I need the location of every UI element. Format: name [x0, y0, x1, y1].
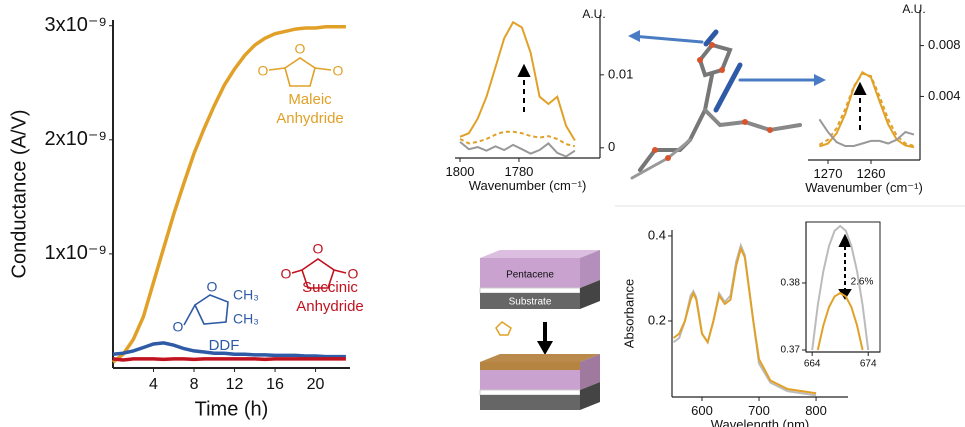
series-line [674, 245, 817, 395]
series-line [674, 249, 817, 394]
y-tick-label: 0 [608, 139, 615, 154]
y-tick-label: 0.2 [648, 312, 666, 327]
y-axis-title: A.U. [582, 7, 605, 21]
y-tick-label: 0.004 [928, 88, 961, 103]
x-tick-label: 4 [149, 376, 158, 393]
x-tick-label: 1780 [504, 164, 533, 179]
x-tick-label: 1800 [446, 164, 475, 179]
y-tick-label: 2x10⁻⁹ [45, 128, 108, 150]
x-axis-title: Wavenumber (cm⁻¹) [469, 178, 587, 193]
y-tick-label: 0.01 [608, 66, 633, 81]
annotation: CH₃ [233, 311, 259, 327]
series-line [460, 132, 575, 147]
y-tick-label: 1x10⁻⁹ [45, 242, 108, 264]
series-line [460, 22, 575, 140]
layer-label: Pentacene [506, 270, 554, 281]
series-label: Maleic Anhydride [265, 90, 355, 128]
annotation: O [313, 241, 324, 257]
molecule-model [628, 30, 826, 178]
layer-label: Substrate [509, 297, 552, 308]
x-axis-title: Wavelength (nm) [711, 417, 810, 427]
series-line [819, 74, 914, 146]
y-axis-title: Absorbance [621, 279, 636, 348]
chart: Pentacene Substrate 4 8 12 16 20 1x10⁻⁹ 2x10⁻⁹… [0, 0, 965, 427]
y-tick-label: 3x10⁻⁹ [45, 14, 108, 36]
figure: Pentacene Substrate 4 8 12 16 20 1x10⁻⁹ 2x10⁻⁹… [0, 0, 965, 427]
y-tick-label: 0.37 [781, 345, 801, 356]
y-axis-title: A.U. [902, 2, 925, 16]
y-tick-label: 0.38 [781, 278, 801, 289]
x-tick-label: 674 [860, 359, 877, 370]
annotation: O [295, 41, 306, 57]
y-tick-label: 0.4 [648, 227, 666, 242]
x-tick-label: 8 [190, 376, 199, 393]
annotation: O [258, 63, 269, 79]
series-line [113, 359, 346, 360]
x-tick-label: 1270 [814, 166, 843, 181]
x-tick-label: 16 [266, 376, 284, 393]
y-tick-label: 0.008 [928, 37, 961, 52]
y-axis-title: Conductance (A/V) [8, 110, 30, 279]
series-line [460, 142, 575, 157]
device-diagram: Pentacene Substrate [480, 250, 600, 410]
x-tick-label: 664 [804, 359, 821, 370]
series-line [818, 293, 863, 350]
annotation: O [207, 279, 218, 295]
annotation: CH₃ [233, 287, 259, 303]
series-label: Succinic Anhydride [285, 278, 375, 316]
x-axis-title: Wavenumber (cm⁻¹) [805, 180, 923, 195]
x-axis-title: Time (h) [195, 398, 269, 420]
x-tick-label: 700 [748, 403, 770, 418]
annotation: 2.6% [851, 277, 874, 288]
annotation: O [173, 319, 184, 335]
x-tick-label: 800 [805, 403, 827, 418]
annotation: O [333, 63, 344, 79]
x-tick-label: 20 [307, 376, 325, 393]
series-label: DDF [194, 336, 254, 355]
x-tick-label: 600 [691, 403, 713, 418]
x-tick-label: 12 [226, 376, 244, 393]
x-tick-label: 1260 [857, 166, 886, 181]
